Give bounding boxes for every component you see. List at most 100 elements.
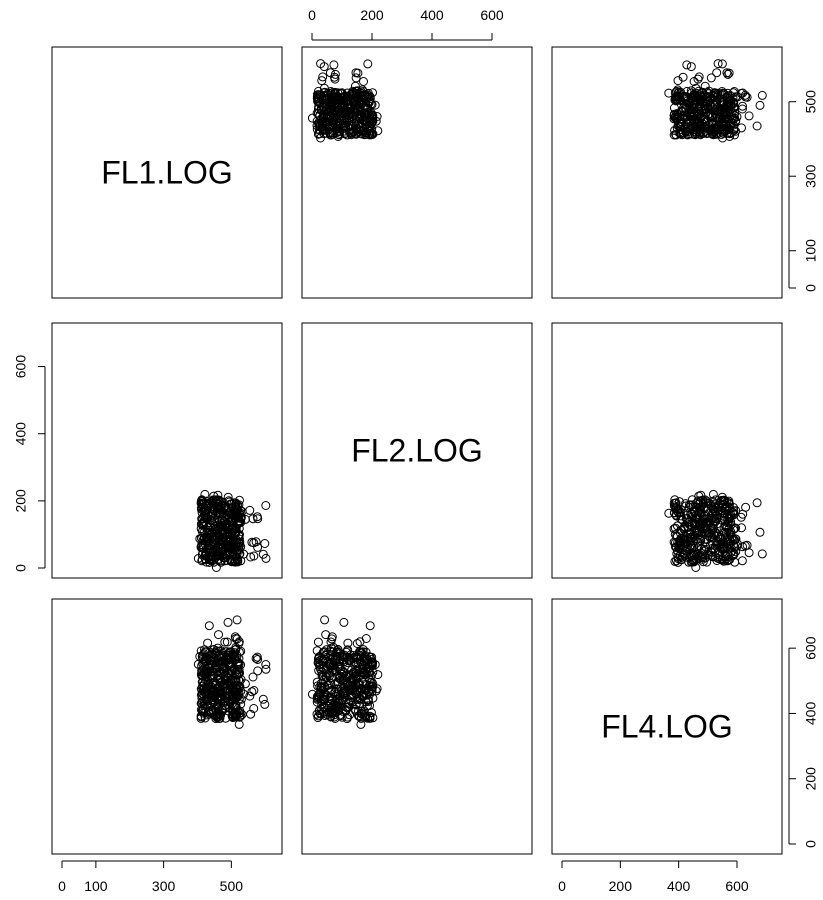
data-point xyxy=(366,99,376,109)
data-point xyxy=(329,60,339,70)
data-point xyxy=(213,710,223,719)
data-point xyxy=(360,685,370,695)
data-point xyxy=(690,116,700,126)
data-point xyxy=(253,666,263,676)
data-point xyxy=(228,695,238,705)
data-point xyxy=(232,651,242,661)
tick-label: 600 xyxy=(480,7,504,23)
data-point xyxy=(313,104,323,114)
data-point xyxy=(246,709,256,719)
data-point xyxy=(360,90,370,100)
data-point xyxy=(362,701,372,711)
data-point xyxy=(331,651,341,661)
data-point xyxy=(220,556,230,566)
data-point xyxy=(307,113,317,123)
data-point xyxy=(220,549,230,559)
data-point xyxy=(712,519,722,529)
data-point xyxy=(322,668,331,678)
data-point xyxy=(326,678,336,688)
data-point xyxy=(317,682,327,692)
tick-label: 0 xyxy=(803,284,819,292)
data-point xyxy=(360,651,370,661)
data-point xyxy=(670,125,680,135)
data-point xyxy=(216,525,226,535)
panel-frame xyxy=(51,322,283,579)
data-point xyxy=(321,671,331,681)
panel-frame xyxy=(51,46,283,299)
data-point xyxy=(332,703,342,713)
tick-label: 400 xyxy=(420,7,444,23)
data-point xyxy=(709,89,719,99)
data-point xyxy=(319,103,329,113)
data-point xyxy=(685,500,694,510)
panel-frame xyxy=(551,598,783,855)
data-point xyxy=(223,617,233,627)
data-point xyxy=(330,92,339,102)
data-point xyxy=(669,130,679,140)
data-point xyxy=(366,657,376,667)
data-point xyxy=(253,655,263,664)
data-point xyxy=(364,659,374,668)
data-point xyxy=(231,690,241,699)
data-point xyxy=(683,127,693,137)
data-point xyxy=(721,107,731,117)
data-point xyxy=(307,689,317,699)
data-point xyxy=(333,647,343,657)
data-point xyxy=(324,680,334,690)
tick-label: 500 xyxy=(220,878,244,894)
data-point xyxy=(695,505,705,515)
data-point xyxy=(744,111,754,121)
data-point xyxy=(327,667,337,677)
data-point xyxy=(366,108,376,118)
data-point xyxy=(757,549,767,559)
data-point xyxy=(694,72,704,82)
data-point xyxy=(698,87,708,97)
data-point xyxy=(196,542,206,551)
data-point xyxy=(261,664,271,674)
data-point xyxy=(322,645,332,655)
data-point xyxy=(200,489,210,499)
data-point xyxy=(235,682,245,691)
data-point xyxy=(331,656,341,666)
data-point xyxy=(351,666,361,676)
data-point xyxy=(716,539,726,549)
data-point xyxy=(700,114,710,124)
tick-label: 500 xyxy=(803,90,819,114)
data-point xyxy=(327,120,337,130)
data-point xyxy=(326,130,336,140)
data-point xyxy=(679,111,689,121)
data-point xyxy=(354,711,364,721)
data-point xyxy=(217,656,227,666)
data-point xyxy=(251,537,261,547)
panels: FL1.LOG FL2.LOG FL4.LOG xyxy=(51,46,783,855)
data-point xyxy=(664,88,674,98)
data-point xyxy=(367,117,377,127)
data-point xyxy=(326,699,336,708)
data-point xyxy=(217,537,227,547)
right-axis-top: 0 100 300 500 xyxy=(788,90,819,292)
data-point xyxy=(687,102,697,111)
data-point xyxy=(674,87,684,97)
data-point xyxy=(216,497,226,507)
data-point xyxy=(373,670,383,680)
data-point xyxy=(744,548,754,558)
axes: 0 200 400 600 0 100 300 500 0 200 400 600 0 100 300 500… xyxy=(13,7,819,894)
data-point xyxy=(338,122,348,132)
data-point xyxy=(198,677,208,687)
data-point xyxy=(233,692,243,702)
panel-fl2-log-vs-fl2-log: FL2.LOG xyxy=(301,322,533,579)
data-point xyxy=(725,536,735,546)
tick-label: 400 xyxy=(667,878,691,894)
data-point xyxy=(343,111,353,121)
data-point xyxy=(686,62,696,72)
data-point xyxy=(366,708,376,718)
panel-frame xyxy=(551,46,783,299)
data-point xyxy=(234,654,244,663)
right-axis-bottom: 0 200 400 600 xyxy=(788,636,819,848)
data-point xyxy=(363,668,373,677)
data-point xyxy=(682,60,692,70)
variable-label-fl1-log: FL1.LOG xyxy=(101,155,233,191)
tick-label: 0 xyxy=(13,564,29,572)
data-point xyxy=(315,129,325,139)
data-point xyxy=(319,62,329,72)
